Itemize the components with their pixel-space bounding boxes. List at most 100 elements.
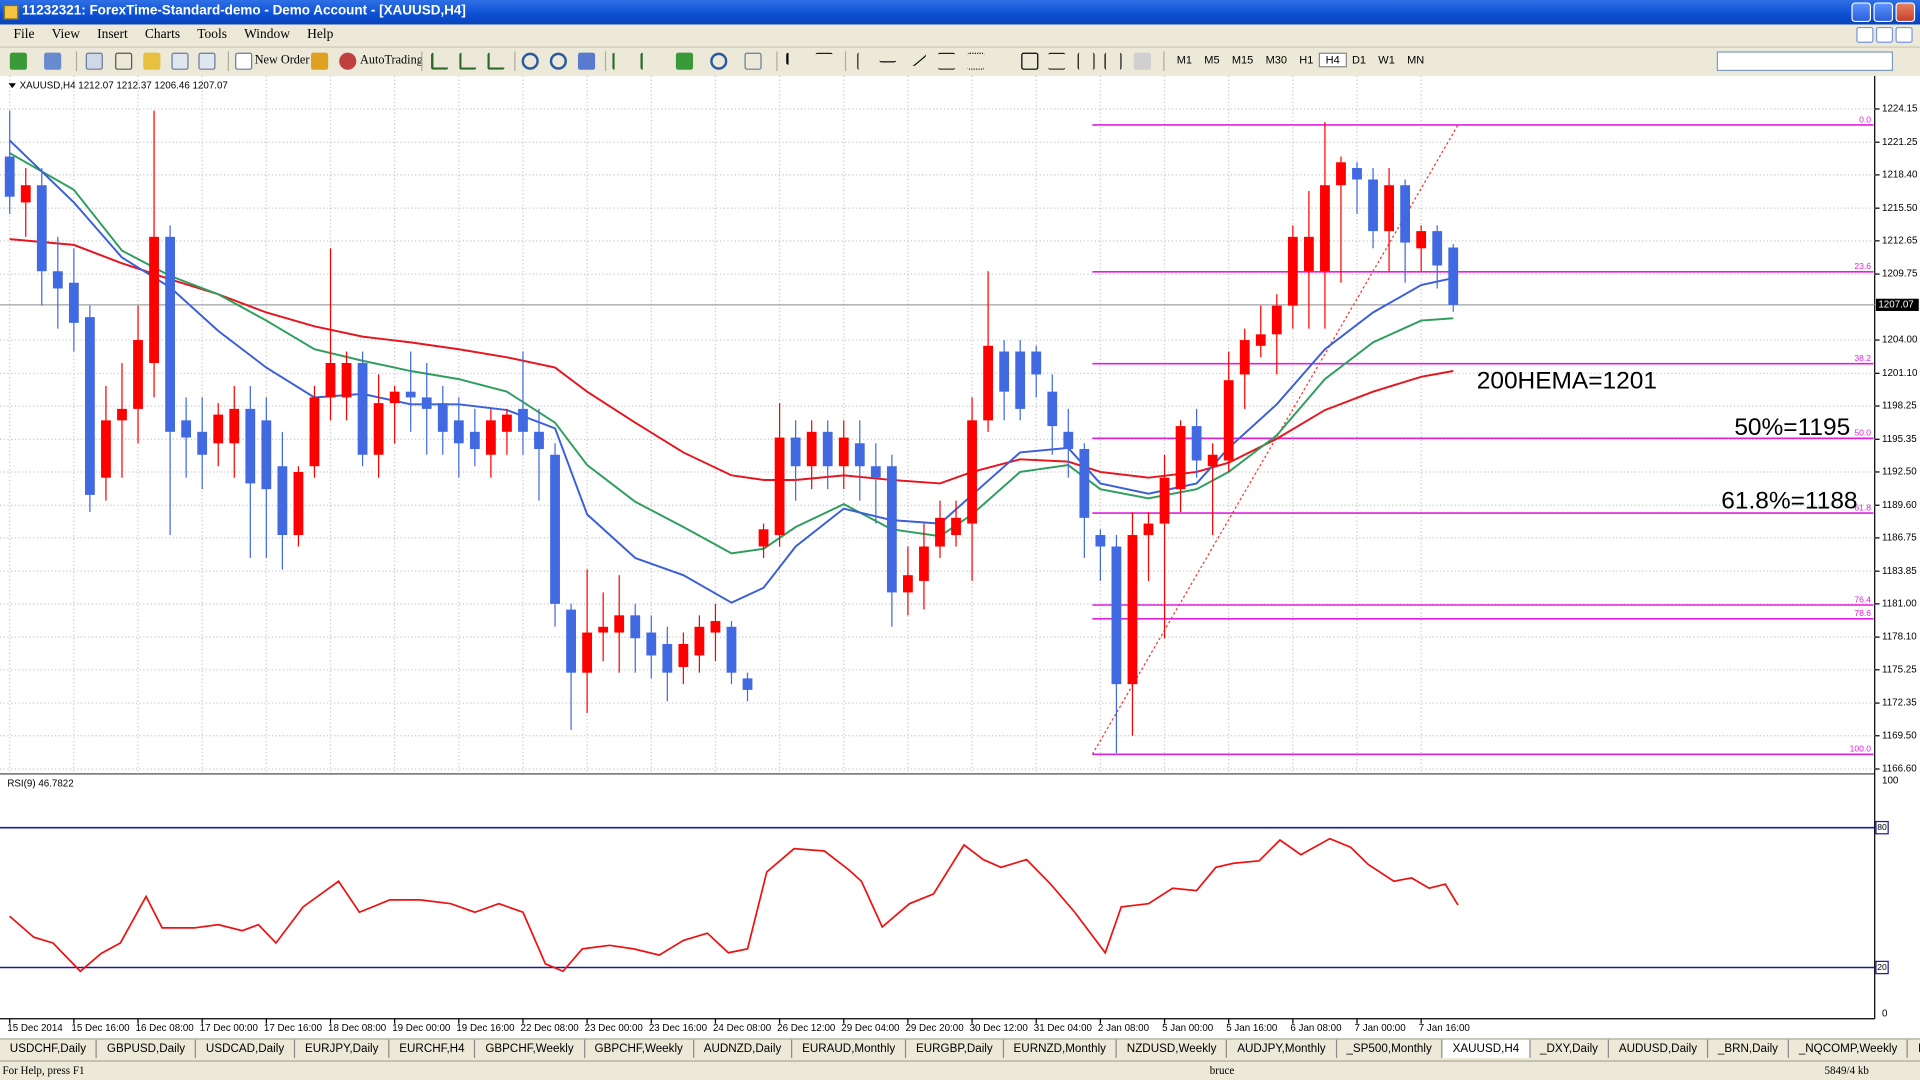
candle-chart-icon[interactable] bbox=[459, 52, 477, 70]
chart-tab[interactable]: EURNZD,Monthly bbox=[1004, 1039, 1118, 1058]
fibo-label: 61.8 bbox=[1854, 502, 1871, 512]
fibo-icon[interactable] bbox=[967, 52, 985, 70]
chart-tab[interactable]: GBPCHF,Weekly bbox=[585, 1039, 694, 1058]
toolbar: New Order AutoTrading M1 M5 M15 M30 bbox=[0, 47, 1920, 75]
fibo-time-icon[interactable] bbox=[1077, 52, 1095, 70]
autoscroll-icon[interactable] bbox=[612, 52, 629, 70]
fibo-label: 78.6 bbox=[1854, 608, 1871, 618]
traffic: 5849/4 kb bbox=[1824, 1064, 1869, 1077]
chart-tab[interactable]: USDCHF,Daily bbox=[0, 1039, 98, 1058]
menu-item[interactable]: Help bbox=[307, 26, 334, 42]
maximize-button[interactable] bbox=[1873, 2, 1894, 23]
chart-tab[interactable]: EURGBP,Daily bbox=[906, 1039, 1004, 1058]
chart-tab[interactable]: AUDUSD,Daily bbox=[1609, 1039, 1709, 1058]
chart-tab[interactable]: XAUUSD,H4 bbox=[1442, 1039, 1531, 1058]
chart-tab[interactable]: GBPUSD,Daily bbox=[97, 1039, 197, 1058]
symbol-header: XAUUSD,H4 1212.07 1212.37 1206.46 1207.0… bbox=[20, 80, 228, 91]
zoom-in-icon[interactable] bbox=[521, 52, 539, 70]
gann-icon[interactable] bbox=[1104, 52, 1122, 70]
menu-item[interactable]: Window bbox=[244, 26, 290, 42]
x-tick-label: 29 Dec 04:00 bbox=[841, 1023, 900, 1034]
menu-item[interactable]: Charts bbox=[144, 26, 181, 42]
candle-body bbox=[485, 420, 496, 455]
menu-item[interactable]: Insert bbox=[97, 26, 128, 42]
chart-tab[interactable]: USDCAD,Daily bbox=[196, 1039, 296, 1058]
navigator-icon[interactable] bbox=[143, 52, 161, 70]
vertical-line-icon[interactable] bbox=[857, 52, 874, 70]
chart-tab[interactable]: _SP500,Monthly bbox=[1337, 1039, 1443, 1058]
indicators-icon[interactable] bbox=[675, 52, 694, 70]
timeframe-button[interactable]: D1 bbox=[1351, 53, 1367, 67]
experts-icon[interactable] bbox=[311, 52, 329, 70]
periods-icon[interactable] bbox=[710, 52, 728, 70]
menu-item[interactable]: View bbox=[51, 26, 80, 42]
candle-body bbox=[1175, 426, 1186, 490]
search-box[interactable] bbox=[1716, 51, 1894, 72]
timeframe-button[interactable]: H1 bbox=[1299, 53, 1314, 67]
text-icon[interactable] bbox=[994, 53, 1011, 70]
chart-tab[interactable]: EURJPY,Daily bbox=[295, 1039, 390, 1058]
crosshair-icon[interactable] bbox=[815, 52, 833, 62]
arrows-icon[interactable] bbox=[1133, 52, 1152, 70]
label-icon[interactable] bbox=[1021, 52, 1039, 70]
timeframe-button[interactable]: H4 bbox=[1318, 52, 1348, 68]
templates-icon[interactable] bbox=[744, 52, 762, 70]
menu-item[interactable]: File bbox=[13, 26, 35, 42]
chart-tab[interactable]: _NQCOMP,Weekly bbox=[1789, 1039, 1909, 1058]
x-tick-label: 16 Dec 08:00 bbox=[136, 1023, 195, 1034]
timeframe-button[interactable]: M30 bbox=[1265, 53, 1288, 67]
chart-tab[interactable]: EURUSD,Monthly bbox=[1908, 1040, 1920, 1058]
help-text: For Help, press F1 bbox=[2, 1064, 85, 1077]
child-close[interactable] bbox=[1895, 26, 1913, 43]
new-chart-icon[interactable] bbox=[9, 52, 27, 70]
candle-body bbox=[1143, 523, 1154, 536]
horizontal-line-icon[interactable] bbox=[879, 53, 897, 63]
minimize-button[interactable] bbox=[1851, 2, 1872, 23]
candle-body bbox=[710, 621, 721, 633]
chart-shift-icon[interactable] bbox=[640, 52, 657, 70]
auto-trading-icon[interactable] bbox=[339, 52, 357, 70]
rsi-level-box bbox=[1875, 820, 1889, 835]
chart-tab[interactable]: NZDUSD,Weekly bbox=[1117, 1039, 1228, 1058]
timeframe-button[interactable]: M1 bbox=[1176, 53, 1193, 67]
bar-chart-icon[interactable] bbox=[431, 52, 449, 70]
close-button[interactable] bbox=[1895, 2, 1916, 23]
line-chart-icon[interactable] bbox=[487, 52, 505, 70]
zoom-out-icon[interactable] bbox=[549, 52, 567, 70]
fibo-fan-icon[interactable] bbox=[1048, 52, 1066, 70]
annotation: 200HEMA=1201 bbox=[1477, 368, 1657, 395]
y-tick-label: 1178.10 bbox=[1882, 632, 1917, 643]
trendline-icon[interactable] bbox=[907, 48, 927, 67]
chart-tab[interactable]: _BRN,Daily bbox=[1708, 1039, 1790, 1058]
new-order-icon[interactable] bbox=[235, 52, 253, 70]
auto-trading-button[interactable]: AutoTrading bbox=[360, 53, 423, 68]
market-watch-icon[interactable] bbox=[85, 52, 103, 70]
timeframe-button[interactable]: MN bbox=[1407, 53, 1425, 67]
menu-item[interactable]: Tools bbox=[197, 26, 227, 42]
profiles-icon[interactable] bbox=[44, 52, 62, 70]
timeframe-button[interactable]: M5 bbox=[1204, 53, 1220, 67]
channel-icon[interactable] bbox=[937, 52, 956, 70]
cursor-icon[interactable] bbox=[786, 52, 803, 65]
candle-body bbox=[4, 156, 15, 197]
terminal-icon[interactable] bbox=[171, 52, 189, 70]
tester-icon[interactable] bbox=[198, 52, 216, 70]
child-restore[interactable] bbox=[1875, 26, 1894, 43]
chart-tab[interactable]: EURAUD,Monthly bbox=[792, 1039, 907, 1058]
chart-tab[interactable]: EURCHF,H4 bbox=[389, 1039, 476, 1058]
candle-body bbox=[1223, 380, 1234, 461]
y-tick-label: 1186.75 bbox=[1882, 533, 1917, 544]
child-minimize[interactable] bbox=[1856, 26, 1874, 43]
timeframe-button[interactable]: W1 bbox=[1378, 53, 1395, 67]
chart-tab[interactable]: _DXY,Daily bbox=[1530, 1039, 1610, 1058]
chart-tab[interactable]: AUDJPY,Monthly bbox=[1227, 1039, 1337, 1058]
candle-body bbox=[1384, 185, 1394, 232]
chart-tab[interactable]: GBPCHF,Weekly bbox=[476, 1039, 585, 1058]
new-order-button[interactable]: New Order bbox=[254, 53, 310, 68]
timeframe-button[interactable]: M15 bbox=[1231, 53, 1254, 67]
candle-body bbox=[453, 420, 464, 444]
chart-tab[interactable]: AUDNZD,Daily bbox=[694, 1039, 793, 1058]
tile-icon[interactable] bbox=[577, 52, 596, 70]
x-tick-label: 19 Dec 16:00 bbox=[456, 1023, 515, 1034]
data-window-icon[interactable] bbox=[115, 52, 133, 70]
